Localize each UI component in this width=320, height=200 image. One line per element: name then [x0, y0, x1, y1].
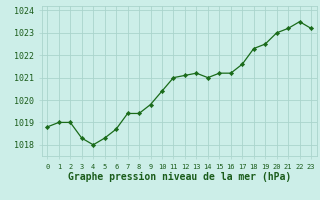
X-axis label: Graphe pression niveau de la mer (hPa): Graphe pression niveau de la mer (hPa)	[68, 172, 291, 182]
